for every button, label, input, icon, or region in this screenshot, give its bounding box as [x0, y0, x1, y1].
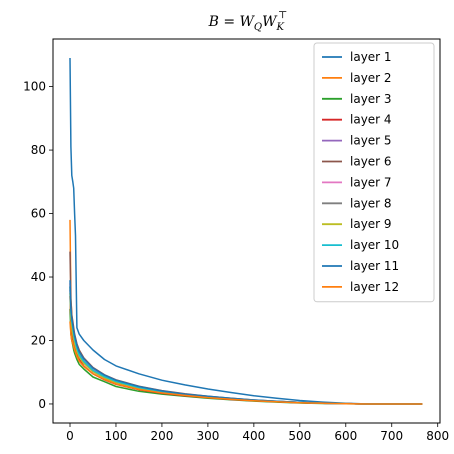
y-tick-label: 40: [31, 270, 46, 284]
y-tick-label: 0: [38, 397, 46, 411]
series-line-layer-1: [69, 57, 423, 405]
y-tick-label: 80: [31, 143, 46, 157]
legend-label-layer-6: layer 6: [350, 155, 392, 169]
x-tick-label: 400: [242, 429, 265, 443]
x-tick-label: 300: [196, 429, 219, 443]
legend-label-layer-2: layer 2: [350, 71, 392, 85]
x-axis: 0 100 200 300 400 500 600 700 800: [66, 423, 449, 443]
legend-label-layer-11: layer 11: [350, 259, 399, 273]
x-tick-label: 0: [66, 429, 74, 443]
legend-label-layer-5: layer 5: [350, 134, 392, 148]
x-tick-label: 700: [380, 429, 403, 443]
y-tick-label: 100: [23, 80, 46, 94]
y-axis: 0 20 40 60 80 100: [23, 80, 53, 411]
legend-label-layer-12: layer 12: [350, 280, 399, 294]
chart-title: B = WQWK⊤: [208, 10, 288, 33]
legend-label-layer-10: layer 10: [350, 238, 399, 252]
y-tick-label: 20: [31, 333, 46, 347]
legend-box: [313, 42, 435, 303]
legend-label-layer-9: layer 9: [350, 217, 392, 231]
x-tick-label: 600: [334, 429, 357, 443]
series-line-layer-5: [69, 289, 423, 405]
x-tick-label: 500: [288, 429, 311, 443]
plot-frame: [52, 38, 441, 424]
legend: layer 1 layer 2 layer 3 layer 4 layer 5 layer…: [313, 42, 435, 303]
series-line-layer-3: [69, 308, 423, 405]
plot-lines: [69, 57, 423, 405]
legend-label-layer-7: layer 7: [350, 175, 392, 189]
legend-label-layer-4: layer 4: [350, 113, 392, 127]
x-tick-label: 200: [150, 429, 173, 443]
series-line-layer-12: [69, 321, 423, 405]
legend-label-layer-8: layer 8: [350, 196, 392, 210]
x-tick-label: 800: [426, 429, 449, 443]
x-tick-label: 100: [105, 429, 128, 443]
legend-label-layer-1: layer 1: [350, 50, 392, 64]
y-tick-label: 60: [31, 207, 46, 221]
legend-label-layer-3: layer 3: [350, 92, 392, 106]
